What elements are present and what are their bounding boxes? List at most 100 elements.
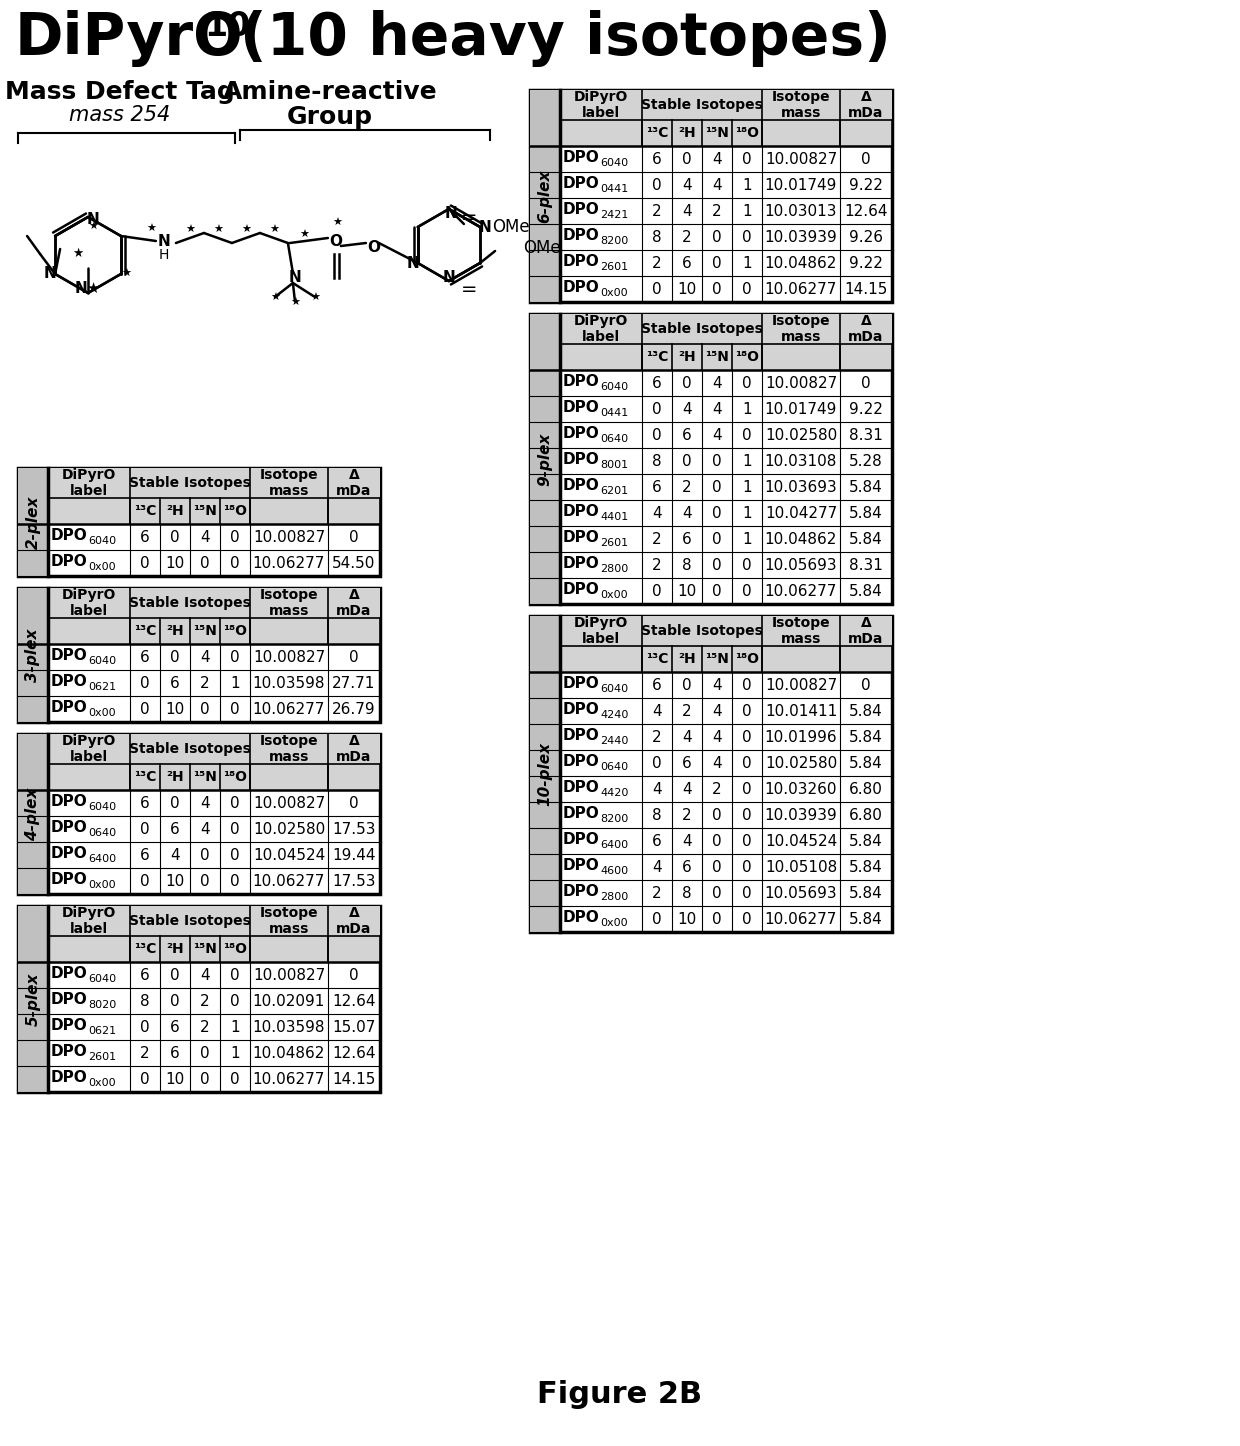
Text: 0: 0 (743, 781, 751, 797)
Text: 6-plex: 6-plex (537, 169, 553, 223)
Bar (19, 589, 48, 722)
Text: ¹⁸O: ¹⁸O (223, 625, 247, 638)
Text: 8: 8 (652, 807, 662, 823)
Text: ¹⁸O: ¹⁸O (223, 505, 247, 518)
Text: 10.02580: 10.02580 (253, 821, 325, 836)
Text: 9-plex: 9-plex (537, 432, 553, 486)
Text: 0: 0 (140, 1019, 150, 1034)
Text: 2800: 2800 (600, 564, 629, 574)
Text: ★: ★ (310, 294, 320, 304)
Text: 0: 0 (712, 833, 722, 849)
Text: ¹⁵N: ¹⁵N (706, 652, 729, 667)
Text: 1: 1 (231, 1045, 239, 1060)
Text: 8200: 8200 (600, 814, 629, 824)
Text: DPO: DPO (51, 648, 87, 664)
Text: 10.04524: 10.04524 (765, 833, 837, 849)
Text: 10.00827: 10.00827 (253, 967, 325, 982)
Text: 4: 4 (682, 729, 692, 745)
Text: 8: 8 (682, 558, 692, 573)
Text: ★: ★ (213, 226, 223, 236)
Text: 0640: 0640 (600, 434, 629, 444)
Text: 10.02580: 10.02580 (765, 755, 837, 771)
Text: ¹³C: ¹³C (646, 126, 668, 140)
Text: 0: 0 (743, 152, 751, 166)
Text: N: N (87, 211, 99, 227)
Text: 2-plex: 2-plex (26, 496, 41, 548)
Text: 8.31: 8.31 (849, 558, 883, 573)
Bar (19, 469, 48, 576)
Text: 0: 0 (140, 873, 150, 888)
Text: 5.84: 5.84 (849, 885, 883, 901)
Text: 0: 0 (743, 885, 751, 901)
Text: 9.22: 9.22 (849, 178, 883, 192)
Text: 5.84: 5.84 (849, 859, 883, 875)
Text: 6: 6 (682, 532, 692, 547)
Text: ¹⁵N: ¹⁵N (193, 941, 217, 956)
Text: Group: Group (286, 106, 373, 129)
Text: 4401: 4401 (600, 512, 629, 522)
Bar (48, 907, 379, 936)
Text: 9.26: 9.26 (849, 230, 883, 244)
Text: 10: 10 (165, 1071, 185, 1086)
Text: 0: 0 (743, 230, 751, 244)
Text: ¹⁸O: ¹⁸O (735, 652, 759, 667)
Text: 5.28: 5.28 (849, 454, 883, 469)
Text: 10.01749: 10.01749 (765, 178, 837, 192)
Text: DiPyrO
label: DiPyrO label (574, 616, 629, 645)
Text: 5.84: 5.84 (849, 833, 883, 849)
Text: 6400: 6400 (600, 840, 629, 850)
Text: 0: 0 (652, 402, 662, 416)
Text: 0: 0 (712, 885, 722, 901)
Text: Δ
mDa: Δ mDa (848, 91, 884, 120)
Text: 4: 4 (652, 506, 662, 521)
Text: 2: 2 (682, 230, 692, 244)
Text: DiPyrO
label: DiPyrO label (62, 907, 117, 936)
Text: 6: 6 (170, 821, 180, 836)
Text: ¹⁵N: ¹⁵N (706, 126, 729, 140)
Text: 0621: 0621 (88, 683, 117, 693)
Text: 6: 6 (140, 649, 150, 665)
Text: 2: 2 (712, 781, 722, 797)
Text: 10.03693: 10.03693 (765, 480, 837, 495)
Text: H: H (159, 249, 169, 262)
Text: 10.00827: 10.00827 (253, 649, 325, 665)
Text: N: N (479, 220, 491, 234)
Text: 0: 0 (231, 1071, 239, 1086)
Text: ★: ★ (88, 223, 98, 231)
Text: 10: 10 (165, 701, 185, 717)
Text: 0x00: 0x00 (88, 562, 115, 573)
Text: 0x00: 0x00 (88, 881, 115, 889)
Text: 2601: 2601 (600, 262, 629, 272)
Text: 8.31: 8.31 (849, 428, 883, 442)
Text: 0: 0 (743, 282, 751, 296)
Text: Isotope
mass: Isotope mass (259, 589, 319, 617)
Text: 0: 0 (652, 584, 662, 599)
Text: ★: ★ (72, 246, 83, 259)
Text: DPO: DPO (51, 700, 87, 716)
Text: 6201: 6201 (600, 486, 629, 496)
Text: ★: ★ (332, 218, 342, 228)
Bar (19, 735, 48, 894)
Text: DiPyrO: DiPyrO (15, 10, 243, 67)
Text: DPO: DPO (562, 254, 599, 269)
Bar (48, 589, 379, 617)
Text: 4: 4 (200, 821, 210, 836)
Text: DPO: DPO (51, 1018, 87, 1034)
Text: 14.15: 14.15 (332, 1071, 376, 1086)
Text: ²H: ²H (166, 941, 184, 956)
Text: ★: ★ (185, 226, 195, 236)
Text: 4: 4 (712, 704, 722, 719)
Text: 6: 6 (170, 1019, 180, 1034)
Text: 12.64: 12.64 (844, 204, 888, 218)
Text: 0: 0 (682, 454, 692, 469)
Text: DiPyrO
label: DiPyrO label (574, 91, 629, 120)
Text: 10.03260: 10.03260 (765, 781, 837, 797)
Text: 10.04862: 10.04862 (765, 256, 837, 270)
Text: 2800: 2800 (600, 892, 629, 902)
Text: DPO: DPO (562, 176, 599, 191)
Bar (19, 907, 379, 1092)
Text: 1: 1 (743, 402, 751, 416)
Text: DPO: DPO (562, 781, 599, 795)
Text: Isotope
mass: Isotope mass (771, 314, 831, 344)
Text: 10.06277: 10.06277 (253, 1071, 325, 1086)
